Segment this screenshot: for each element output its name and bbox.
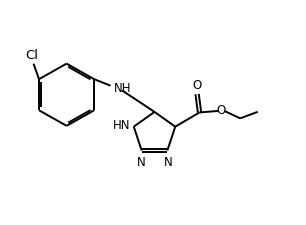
Text: N: N: [137, 156, 145, 169]
Text: O: O: [217, 104, 226, 117]
Text: NH: NH: [114, 81, 131, 94]
Text: HN: HN: [113, 119, 130, 132]
Text: O: O: [192, 79, 202, 92]
Text: N: N: [164, 156, 173, 169]
Text: Cl: Cl: [25, 49, 39, 62]
